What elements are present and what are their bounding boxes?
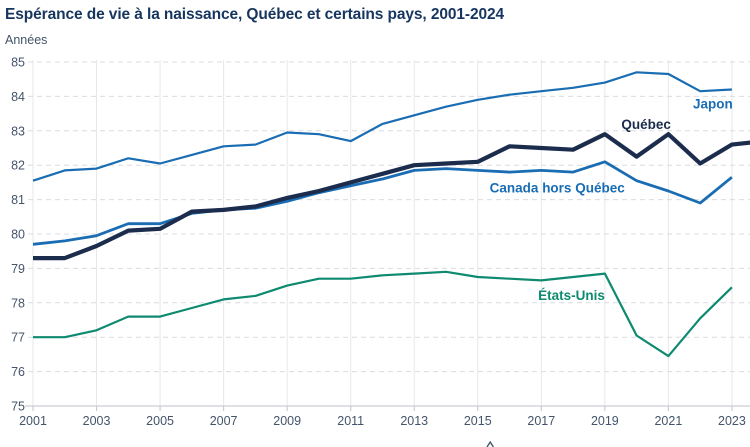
x-tick-label: 2021	[654, 414, 682, 428]
y-tick-label: 78	[11, 296, 25, 310]
x-tick-label: 2017	[527, 414, 555, 428]
y-tick-label: 76	[11, 365, 25, 379]
series-label-quebec: Québec	[621, 117, 671, 132]
y-tick-label: 82	[11, 159, 25, 173]
x-tick-label: 2023	[718, 414, 746, 428]
x-tick-label: 2013	[400, 414, 428, 428]
y-tick-label: 79	[11, 262, 25, 276]
x-tick-label: 2007	[210, 414, 238, 428]
y-tick-label: 84	[11, 90, 25, 104]
y-tick-label: 75	[11, 400, 25, 414]
y-tick-label: 80	[11, 228, 25, 242]
y-tick-label: 77	[11, 331, 25, 345]
x-tick-label: 2001	[19, 414, 47, 428]
series-line-etats-unis	[33, 270, 733, 358]
y-tick-label: 83	[11, 124, 25, 138]
x-tick-label: 2015	[464, 414, 492, 428]
y-axis-unit-label: Années	[5, 33, 48, 47]
x-tick-label: 2019	[591, 414, 619, 428]
y-tick-label: 85	[11, 56, 25, 70]
chart-title: Espérance de vie à la naissance, Québec …	[5, 6, 505, 23]
y-tick-label: 81	[11, 193, 25, 207]
x-tick-label: 2011	[337, 414, 364, 428]
series-line-japon	[32, 71, 732, 182]
x-tick-label: 2009	[273, 414, 301, 428]
x-tick-label: 2003	[83, 414, 111, 428]
series-label-japon: Japon	[693, 96, 733, 111]
cropped-source-mark	[486, 440, 494, 447]
x-tick-label: 2005	[146, 414, 174, 428]
series-label-etats-unis: États-Unis	[538, 288, 605, 303]
series-label-canada-hors-quebec: Canada hors Québec	[490, 181, 626, 196]
series-line-canada-hors-quebec	[32, 160, 733, 246]
series-line-quebec	[33, 132, 750, 261]
